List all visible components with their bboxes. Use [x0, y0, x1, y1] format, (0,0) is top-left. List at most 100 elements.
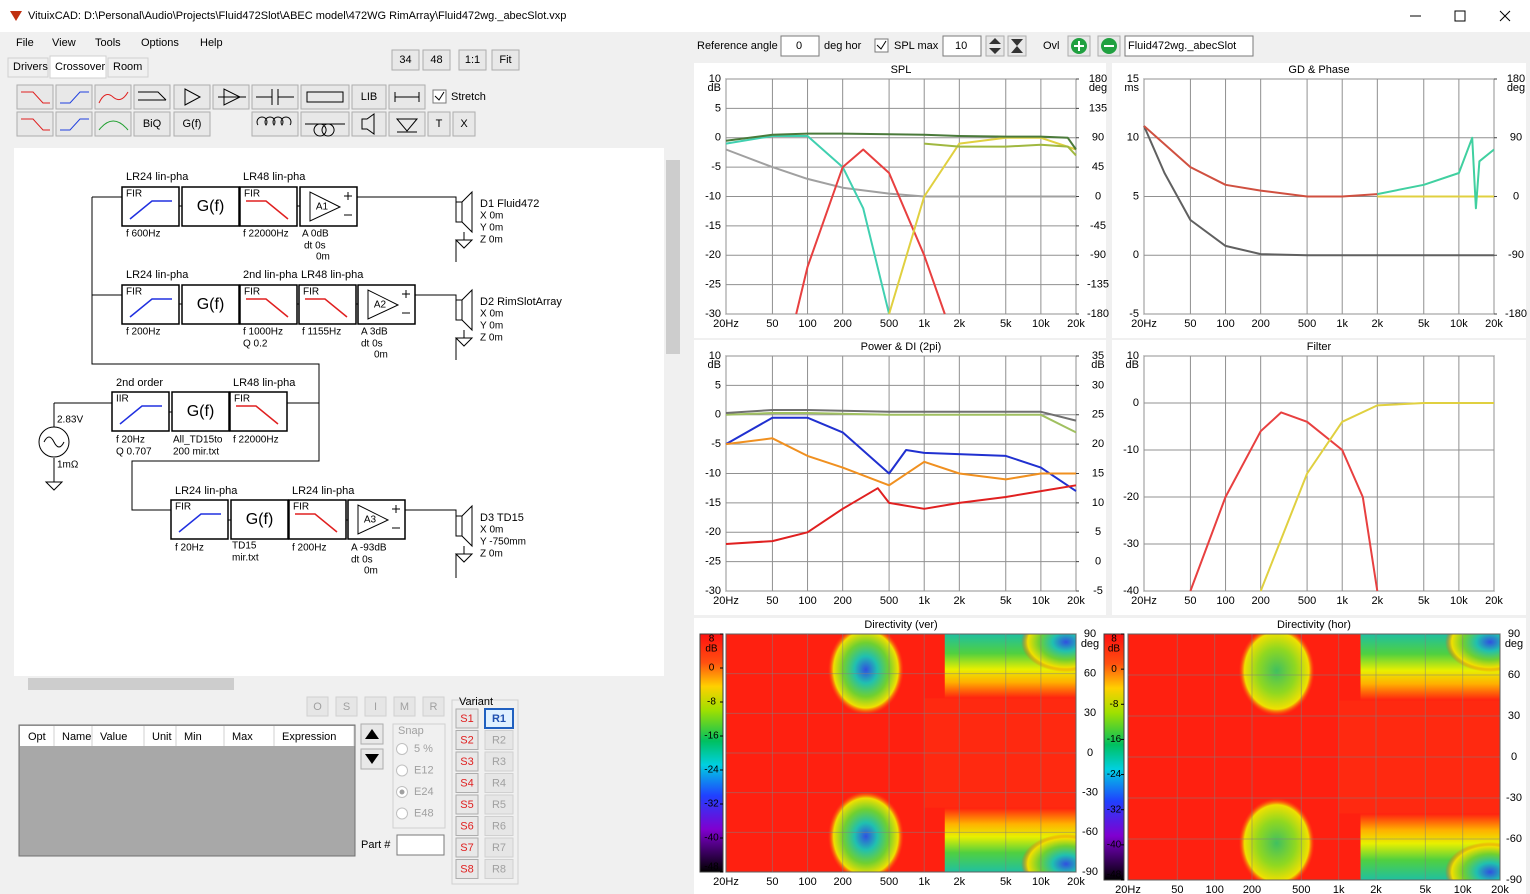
- menu-item[interactable]: Help: [200, 37, 223, 49]
- variant-s[interactable]: [455, 708, 479, 729]
- v-scroll-thumb[interactable]: [666, 160, 680, 354]
- stretch-label[interactable]: Stretch: [451, 91, 486, 103]
- table-header-cell[interactable]: Unit: [152, 731, 172, 743]
- h-scroll-thumb[interactable]: [28, 678, 234, 690]
- tab[interactable]: [107, 57, 149, 78]
- tab[interactable]: [49, 55, 107, 79]
- zoom-label[interactable]: 48: [430, 54, 442, 66]
- zoom-button[interactable]: [422, 49, 451, 71]
- tool-label[interactable]: LIB: [361, 91, 378, 103]
- tab-label[interactable]: Drivers: [13, 61, 48, 73]
- menu-item[interactable]: View: [52, 37, 76, 49]
- variant-r-label[interactable]: R5: [492, 799, 506, 811]
- variant-r[interactable]: [484, 816, 514, 836]
- snap-radio[interactable]: [396, 764, 408, 777]
- sch-block[interactable]: [171, 391, 230, 432]
- table-header-cell[interactable]: Expression: [282, 731, 336, 743]
- variant-r-label[interactable]: R1: [492, 713, 506, 725]
- variant-s[interactable]: [455, 751, 479, 772]
- variant-s[interactable]: [455, 773, 479, 793]
- variant-r[interactable]: [484, 859, 514, 879]
- variant-s[interactable]: [455, 794, 479, 815]
- small-button[interactable]: [364, 696, 387, 717]
- menu-item[interactable]: Tools: [95, 37, 121, 49]
- variant-s-label[interactable]: S5: [460, 799, 473, 811]
- ref-angle-value[interactable]: 0: [796, 40, 802, 52]
- snap-radio[interactable]: [396, 807, 408, 820]
- zoom-button[interactable]: [491, 49, 520, 71]
- variant-r[interactable]: [484, 751, 514, 772]
- variant-r-label[interactable]: R3: [492, 756, 506, 768]
- param-table[interactable]: [18, 724, 356, 857]
- snap-option[interactable]: 5 %: [414, 743, 433, 755]
- variant-r[interactable]: [484, 730, 514, 750]
- window-controls[interactable]: [1410, 10, 1511, 22]
- variant-r-label[interactable]: R7: [492, 842, 506, 854]
- zoom-button[interactable]: [391, 49, 420, 71]
- small-button-label[interactable]: S: [343, 701, 350, 713]
- add-overlay[interactable]: [1067, 35, 1091, 57]
- zoom-label[interactable]: 1:1: [465, 54, 480, 66]
- tool-button[interactable]: [351, 111, 387, 137]
- tool-button[interactable]: [173, 84, 211, 110]
- variant-r-label[interactable]: R4: [492, 777, 506, 789]
- variant-s-label[interactable]: S3: [460, 756, 473, 768]
- variant-s-label[interactable]: S7: [460, 842, 473, 854]
- tool-button[interactable]: [173, 111, 211, 137]
- sch-block[interactable]: [181, 186, 240, 227]
- table-header-cell[interactable]: Name: [62, 731, 91, 743]
- variant-r[interactable]: [484, 773, 514, 793]
- tool-button[interactable]: [55, 84, 93, 110]
- remove-overlay[interactable]: [1097, 35, 1121, 57]
- tool-button[interactable]: [452, 111, 476, 137]
- small-button-label[interactable]: O: [313, 701, 322, 713]
- variant-r[interactable]: [484, 837, 514, 858]
- small-button[interactable]: [393, 696, 416, 717]
- part-input[interactable]: [396, 834, 445, 856]
- variant-r-label[interactable]: R8: [492, 863, 506, 875]
- tool-button[interactable]: [16, 84, 54, 110]
- zoom-label[interactable]: Fit: [499, 54, 511, 66]
- spin-buttons[interactable]: [985, 35, 1027, 57]
- variant-s-label[interactable]: S6: [460, 820, 473, 832]
- tool-label[interactable]: BiQ: [143, 118, 162, 130]
- tool-button[interactable]: [427, 111, 451, 137]
- ref-angle-input[interactable]: [780, 35, 820, 57]
- variant-r[interactable]: [484, 708, 514, 729]
- tool-button[interactable]: [300, 84, 350, 110]
- small-button-label[interactable]: I: [374, 701, 377, 713]
- sch-block[interactable]: [111, 391, 170, 432]
- snap-option[interactable]: E12: [414, 764, 434, 776]
- menu-item[interactable]: File: [16, 37, 34, 49]
- variant-s-label[interactable]: S1: [460, 713, 473, 725]
- sch-block[interactable]: [121, 284, 180, 325]
- sch-block[interactable]: [121, 186, 180, 227]
- tool-label[interactable]: X: [460, 118, 468, 130]
- small-button[interactable]: [306, 696, 329, 717]
- variant-s-label[interactable]: S4: [460, 777, 473, 789]
- tool-button[interactable]: [55, 111, 93, 137]
- overlay-file-input[interactable]: [1124, 35, 1254, 57]
- variant-s[interactable]: [455, 816, 479, 836]
- variant-r[interactable]: [484, 794, 514, 815]
- variant-s-label[interactable]: S2: [460, 734, 473, 746]
- arrow-buttons[interactable]: [360, 723, 384, 770]
- tab-label[interactable]: Room: [113, 61, 142, 73]
- tool-label[interactable]: G(f): [183, 118, 202, 130]
- sch-block[interactable]: [181, 284, 240, 325]
- tool-button[interactable]: [133, 84, 171, 110]
- table-header-cell[interactable]: Opt: [28, 731, 46, 743]
- overlay-file[interactable]: Fluid472wg._abecSlot: [1128, 40, 1236, 52]
- tool-button[interactable]: [16, 111, 54, 137]
- table-header-cell[interactable]: Value: [100, 731, 127, 743]
- variant-s[interactable]: [455, 837, 479, 858]
- variant-s[interactable]: [455, 730, 479, 750]
- tool-label[interactable]: T: [436, 118, 443, 130]
- table-header-cell[interactable]: Max: [232, 731, 253, 743]
- tab[interactable]: [7, 57, 49, 78]
- small-button[interactable]: [335, 696, 358, 717]
- tool-button[interactable]: [351, 84, 387, 110]
- small-button[interactable]: [422, 696, 445, 717]
- variant-s-label[interactable]: S8: [460, 863, 473, 875]
- spl-max-value[interactable]: 10: [955, 40, 967, 52]
